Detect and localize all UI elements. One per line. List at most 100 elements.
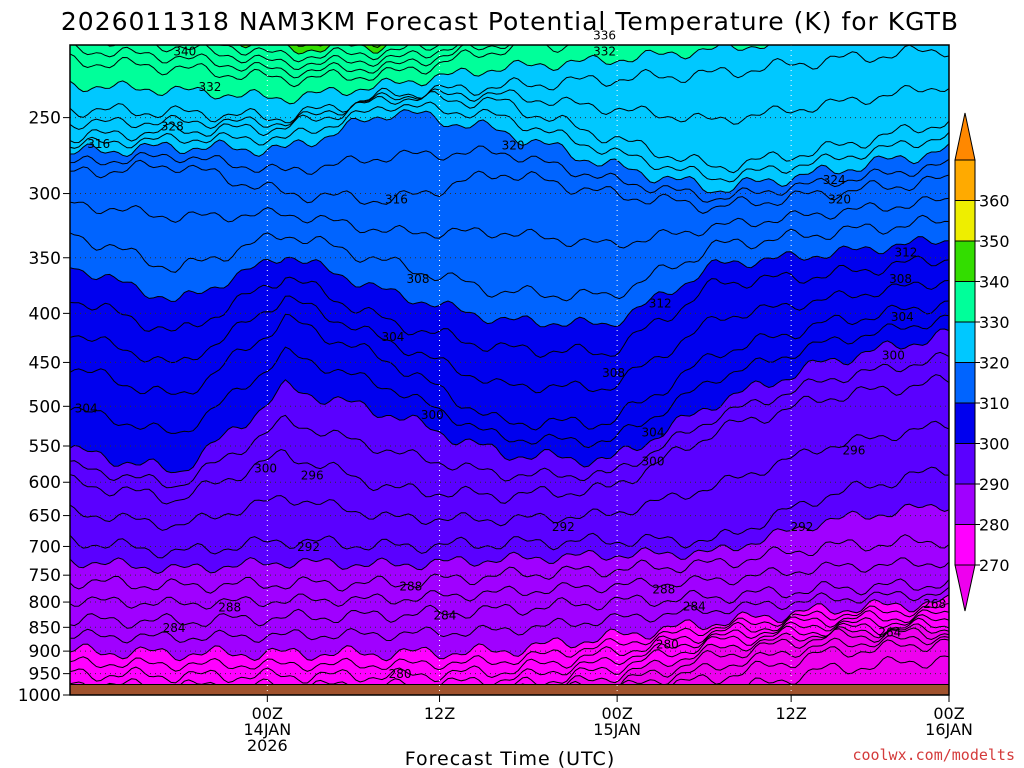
y-tick-label: 450 xyxy=(29,353,61,373)
y-tick-label: 600 xyxy=(29,473,61,493)
contour-label: 264 xyxy=(878,626,901,640)
contour-label: 304 xyxy=(891,310,914,324)
y-tick-label: 300 xyxy=(29,185,61,205)
contour-label: 332 xyxy=(198,80,221,94)
colorbar-above-triangle xyxy=(954,112,976,161)
colorbar-bin-350 xyxy=(954,200,976,242)
isentrope-282 xyxy=(70,586,949,644)
contour-label: 308 xyxy=(407,272,430,286)
colorbar-bin-310 xyxy=(954,362,976,404)
y-tick-label: 900 xyxy=(29,642,61,662)
isentrope-304 xyxy=(70,300,949,431)
y-tick-label: 700 xyxy=(29,537,61,557)
contour-label: 292 xyxy=(552,520,575,534)
contour-label: 316 xyxy=(87,137,110,151)
isentrope-288 xyxy=(70,534,949,594)
colorbar-bin-300 xyxy=(954,402,976,444)
contour-label: 284 xyxy=(433,608,456,622)
y-tick-label: 350 xyxy=(29,249,61,269)
x-tick-label: 12Z xyxy=(775,704,806,723)
y-tick-label: 250 xyxy=(29,109,61,129)
colorbar-bin-330 xyxy=(954,281,976,323)
y-tick-label: 750 xyxy=(29,566,61,586)
contour-label: 304 xyxy=(75,401,98,415)
contour-label: 292 xyxy=(297,540,320,554)
x-tick-label: 15JAN xyxy=(593,720,641,739)
isentrope-320 xyxy=(70,109,949,194)
x-tick-label: 00Z xyxy=(933,704,964,723)
contour-label: 320 xyxy=(828,193,851,207)
y-tick-label: 650 xyxy=(29,507,61,527)
contour-label: 324 xyxy=(823,173,846,187)
contour-label: 268 xyxy=(923,597,946,611)
y-tick-label: 500 xyxy=(29,397,61,417)
colorbar-label: 280 xyxy=(979,516,1010,535)
contour-label: 300 xyxy=(254,462,277,476)
isentrope-284 xyxy=(70,578,949,629)
x-tick-label: 2026 xyxy=(247,736,288,755)
isentrope-344 xyxy=(70,40,949,42)
contour-label: 304 xyxy=(642,426,665,440)
contour-label: 320 xyxy=(502,139,525,153)
contour-label: 340 xyxy=(173,44,196,58)
x-tick-label: 16JAN xyxy=(925,720,973,739)
gridlines xyxy=(70,45,949,695)
colorbar-label: 270 xyxy=(979,556,1010,575)
x-tick-label: 14JAN xyxy=(243,720,291,739)
y-tick-label: 850 xyxy=(29,618,61,638)
source-credit: coolwx.com/modelts xyxy=(852,746,1015,764)
isentrope-280 xyxy=(70,594,949,662)
isentrope-296 xyxy=(70,374,949,505)
contour-label: 292 xyxy=(790,520,813,534)
isentrope-294 xyxy=(70,420,949,531)
isentrope-316 xyxy=(70,159,949,214)
contour-label: 312 xyxy=(649,296,672,310)
contour-label: 288 xyxy=(218,601,241,615)
contour-label: 328 xyxy=(161,119,184,133)
x-tick-label: 00Z xyxy=(252,704,283,723)
contour-label: 316 xyxy=(385,193,408,207)
ground xyxy=(70,684,949,695)
isentrope-290 xyxy=(70,503,949,575)
isentrope-278 xyxy=(70,603,949,672)
isentrope-302 xyxy=(70,314,949,449)
colorbar: 270 280 290 300 310 320 330 340 350 360 xyxy=(954,112,1010,612)
isentrope-328 xyxy=(70,45,949,124)
contour-label: 280 xyxy=(389,667,412,681)
x-tick-label: 00Z xyxy=(601,704,632,723)
isentrope-306 xyxy=(70,280,949,394)
colorbar-label: 310 xyxy=(979,394,1010,413)
y-tick-label: 950 xyxy=(29,665,61,685)
contour-label: 308 xyxy=(602,366,625,380)
contour-label: 300 xyxy=(882,348,905,362)
isentrope-292 xyxy=(70,466,949,559)
isentrope-326 xyxy=(70,84,949,130)
colorbar-label: 360 xyxy=(979,192,1010,211)
colorbar-label: 330 xyxy=(979,313,1010,332)
colorbar-bin-320 xyxy=(954,321,976,363)
contour-label: 304 xyxy=(381,330,404,344)
contour-label: 332 xyxy=(593,44,616,58)
contour-label: 300 xyxy=(642,454,665,468)
colorbar-bin-280 xyxy=(954,483,976,525)
contour-label: 288 xyxy=(399,580,422,594)
contour-label: 288 xyxy=(652,582,675,596)
y-axis-pressure: 250 300 350 400 450 500 550 600 650 700 750 800 850 9… xyxy=(18,109,70,706)
colorbar-label: 300 xyxy=(979,435,1010,454)
contour-label: 312 xyxy=(894,245,917,259)
isentrope-322 xyxy=(70,101,949,183)
isentrope-262 xyxy=(692,655,949,695)
contour-label: 296 xyxy=(842,443,865,457)
band-340 xyxy=(240,45,387,54)
isentrope-332 xyxy=(70,45,570,88)
colorbar-bin-290 xyxy=(954,443,976,485)
colorbar-below-triangle xyxy=(954,564,976,612)
y-tick-label: 400 xyxy=(29,304,61,324)
isentrope-336 xyxy=(106,45,459,71)
y-tick-label: 1000 xyxy=(18,686,61,706)
y-tick-label: 550 xyxy=(29,437,61,457)
colorbar-bin-270 xyxy=(954,524,976,566)
isentrope-298 xyxy=(70,351,949,489)
isentrope-334 xyxy=(74,45,559,79)
